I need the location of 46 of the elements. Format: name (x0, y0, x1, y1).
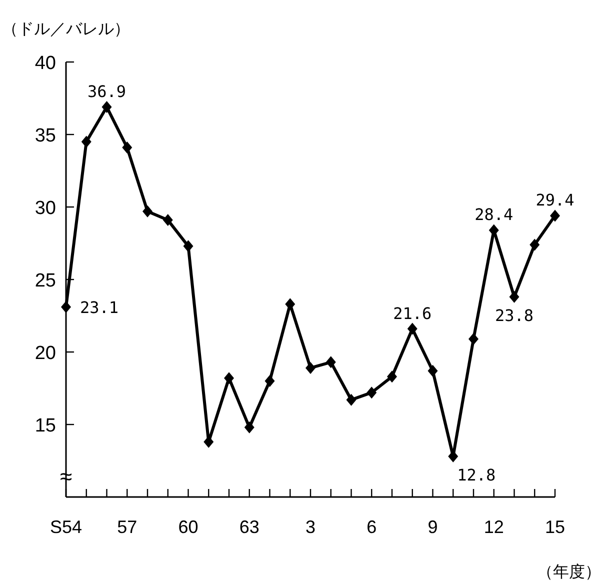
x-tick-label: 63 (239, 517, 260, 537)
y-tick-label: 15 (34, 416, 56, 436)
data-label: 36.9 (87, 82, 126, 101)
x-tick-label: 60 (178, 517, 198, 537)
point (306, 362, 316, 374)
x-tick-label: S54 (50, 517, 82, 537)
point (102, 100, 112, 113)
data-label: 21.6 (393, 304, 432, 323)
point (162, 214, 173, 226)
point (81, 136, 92, 148)
x-tick-label: 15 (544, 517, 566, 537)
y-axis-title: （ドル／バレル） (2, 21, 130, 38)
point (122, 142, 132, 154)
y-tick-label: 35 (34, 126, 56, 146)
point (224, 372, 234, 384)
x-tick-label: 12 (484, 517, 504, 537)
data-label: 29.4 (536, 190, 574, 210)
point (530, 238, 540, 251)
y-tick-label: 25 (34, 270, 56, 292)
point (387, 370, 397, 383)
point (183, 240, 194, 252)
point (428, 364, 438, 377)
data-label: 28.4 (474, 205, 514, 224)
data-label: 23.8 (494, 306, 534, 325)
x-tick-label: 6 (366, 517, 377, 537)
x-tick-label: 9 (428, 517, 438, 537)
point (346, 394, 356, 406)
point (407, 322, 418, 335)
point (468, 332, 478, 345)
x-axis-title: （年度） (537, 563, 601, 581)
data-label: 12.8 (457, 465, 496, 484)
y-tick-label: 30 (34, 198, 56, 219)
point (509, 290, 520, 303)
point (61, 301, 71, 314)
point (326, 356, 336, 368)
point (142, 205, 152, 218)
y-tick-label: 40 (34, 53, 56, 74)
x-tick-label: 3 (305, 517, 316, 537)
data-label: 23.1 (80, 298, 119, 318)
point (366, 386, 377, 399)
point (550, 210, 560, 222)
y-tick-label: 20 (34, 343, 56, 364)
point (264, 375, 275, 387)
point (285, 298, 296, 310)
point (244, 421, 254, 434)
x-tick-label: 57 (117, 517, 138, 537)
